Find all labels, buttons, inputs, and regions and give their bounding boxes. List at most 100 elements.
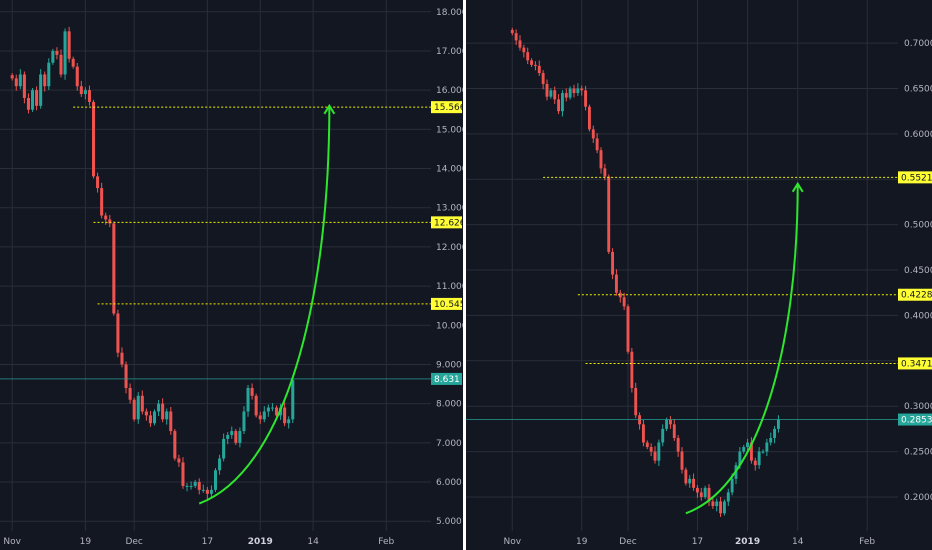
candle-body-0 [10,75,14,79]
candle-body-42 [181,462,185,486]
y-tick-label-5: 13.000 [436,204,463,214]
candle-body-41 [668,419,672,425]
candle-body-62 [262,411,266,420]
y-tick-label-10: 8.000 [436,400,462,410]
candle-body-59 [738,451,742,466]
x-tick-label-3: 17 [692,537,703,547]
candle-body-66 [765,442,769,452]
candle-body-61 [746,442,750,448]
candle-body-48 [205,489,209,494]
candle-body-33 [144,411,148,416]
candle-body-65 [274,407,279,416]
candle-body-68 [287,419,291,424]
candle-body-46 [688,478,692,484]
level-label-2: 10.545 [434,300,463,310]
candle-body-36 [649,447,653,452]
candle-body-39 [169,411,173,432]
candle-body-7 [537,65,541,74]
candle-body-11 [553,90,557,100]
candle-body-65 [761,451,765,453]
x-tick-label-2: Dec [125,537,142,547]
candle-body-23 [599,150,603,169]
x-tick-label-2: Dec [619,537,636,547]
candle-body-64 [270,407,274,409]
candle-body-15 [568,88,572,98]
candle-body-13 [63,31,67,75]
candle-body-38 [657,442,661,461]
candle-body-35 [645,442,649,448]
candle-body-69 [291,380,295,420]
candle-body-20 [91,101,96,177]
candle-body-27 [120,352,124,365]
candle-body-53 [226,434,230,439]
candle-body-56 [238,431,242,443]
y-tick-label-3: 15.000 [436,125,463,135]
y-tick-label-8: 10.000 [436,321,463,331]
candle-body-31 [136,395,140,420]
candle-body-18 [580,88,584,91]
candle-body-1 [514,33,518,41]
candle-body-51 [707,487,711,502]
candle-body-17 [79,86,83,95]
level-label-2: 0.3471 [901,359,932,369]
level-label-bg-0 [431,101,462,114]
candle-body-35 [152,411,157,424]
y-tick-label-1: 17.000 [436,47,463,57]
candle-body-45 [193,482,197,486]
candle-body-49 [209,489,213,494]
candle-body-30 [132,399,136,420]
candle-body-36 [157,403,161,412]
candle-body-1 [14,78,18,87]
candle-body-8 [541,73,545,84]
candle-body-31 [630,351,634,389]
growth-arrow-curve [685,183,799,515]
current-price-label-bg [431,372,462,385]
candle-body-63 [753,460,757,466]
candle-body-28 [124,364,128,388]
level-label-1: 12.626 [434,218,463,228]
growth-arrow-head [791,181,804,193]
panel-divider[interactable] [463,0,466,550]
candle-body-46 [197,482,201,490]
right-chart-panel[interactable]: 0.70000.65000.60000.55000.50000.45000.40… [466,0,932,550]
x-tick-label-5: 14 [792,537,804,547]
candle-body-57 [730,478,734,493]
candle-body-63 [266,407,270,412]
candle-body-59 [250,387,254,396]
candle-body-26 [116,313,120,353]
candle-body-4 [26,97,30,110]
candle-body-45 [684,469,688,484]
candle-body-67 [283,407,287,424]
candle-body-41 [177,458,181,463]
candle-body-55 [234,431,238,443]
y-tick-label-2: 16.000 [436,86,463,96]
y-tick-label-6: 12.000 [436,243,463,253]
candle-body-20 [587,106,591,130]
candle-body-61 [258,415,262,420]
y-tick-label-13: 5.000 [436,517,462,527]
left-chart-panel[interactable]: 18.000 17.000 16.000 15.000 14.000 13.000 12.0… [0,0,463,550]
candle-body-67 [769,437,773,443]
x-tick-label-1: 19 [80,537,92,547]
candle-body-27 [614,274,618,293]
right-candlestick-chart[interactable]: 0.70000.65000.60000.55000.50000.45000.40… [466,0,932,550]
candle-body-62 [749,442,753,461]
level-label-bg-1 [431,216,462,229]
x-tick-label-6: Feb [859,537,875,547]
candle-body-14 [67,31,71,59]
left-candlestick-chart[interactable]: 18.000 17.000 16.000 15.000 14.000 13.000 12.0… [0,0,463,550]
candle-body-19 [87,90,91,102]
candle-body-26 [611,251,615,275]
candle-body-37 [161,403,165,420]
x-tick-label-0: Nov [503,537,521,547]
candle-body-60 [742,447,746,452]
candle-body-51 [218,458,222,471]
candle-body-56 [726,492,730,502]
candle-body-38 [165,411,169,420]
